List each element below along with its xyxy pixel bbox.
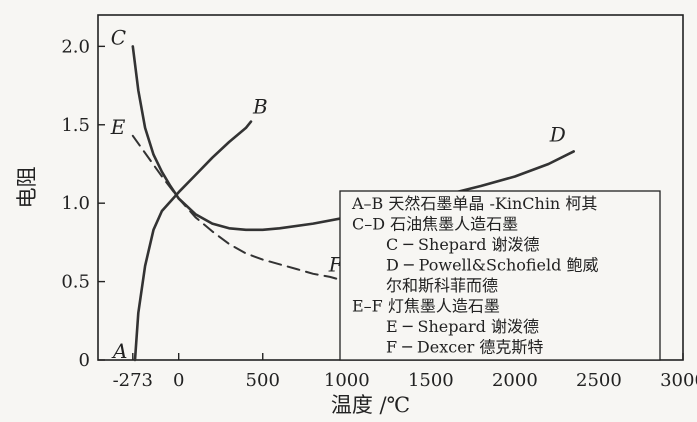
y-tick-label: 0 [79, 350, 90, 371]
curve-start-label: C [111, 25, 126, 49]
curve-start-label: E [110, 115, 126, 139]
legend-entry: C–D 石油焦墨人造石墨 [352, 215, 518, 234]
x-axis-title: 温度 /℃ [331, 393, 410, 417]
series-line [133, 120, 253, 362]
legend-entry: F ─ Dexcer 德克斯特 [386, 338, 543, 357]
y-tick-label: 0.5 [61, 272, 90, 293]
x-tick-label: 2500 [576, 370, 622, 391]
legend-entry: D ─ Powell&Schofield 鲍威 [386, 256, 598, 275]
series-line [131, 45, 575, 232]
x-tick-label: 1500 [408, 370, 454, 391]
legend-entry: C ─ Shepard 谢泼德 [386, 235, 540, 254]
legend-entry: E ─ Shepard 谢泼德 [386, 317, 539, 336]
legend-entry: E–F 灯焦墨人造石墨 [352, 297, 500, 316]
legend-entry: 尔和斯科菲而德 [386, 276, 498, 295]
y-tick-label: 1.5 [61, 115, 90, 136]
y-tick-label: 1.0 [61, 193, 90, 214]
curve-end-label: D [549, 122, 566, 146]
x-tick-label: -273 [113, 370, 153, 391]
curve-end-label: B [252, 95, 268, 119]
y-tick-label: 2.0 [61, 36, 90, 57]
curve-start-label: A [111, 339, 127, 363]
x-tick-label: 2000 [492, 370, 538, 391]
legend-entry: A–B 天然石墨单晶 -KinChin 柯其 [351, 194, 597, 213]
legend-box [339, 190, 661, 361]
series-line [131, 134, 348, 283]
x-tick-label: 500 [246, 370, 280, 391]
x-tick-label: 1000 [324, 370, 370, 391]
y-axis-title: 电阻 [15, 167, 39, 209]
x-tick-label: 0 [173, 370, 184, 391]
